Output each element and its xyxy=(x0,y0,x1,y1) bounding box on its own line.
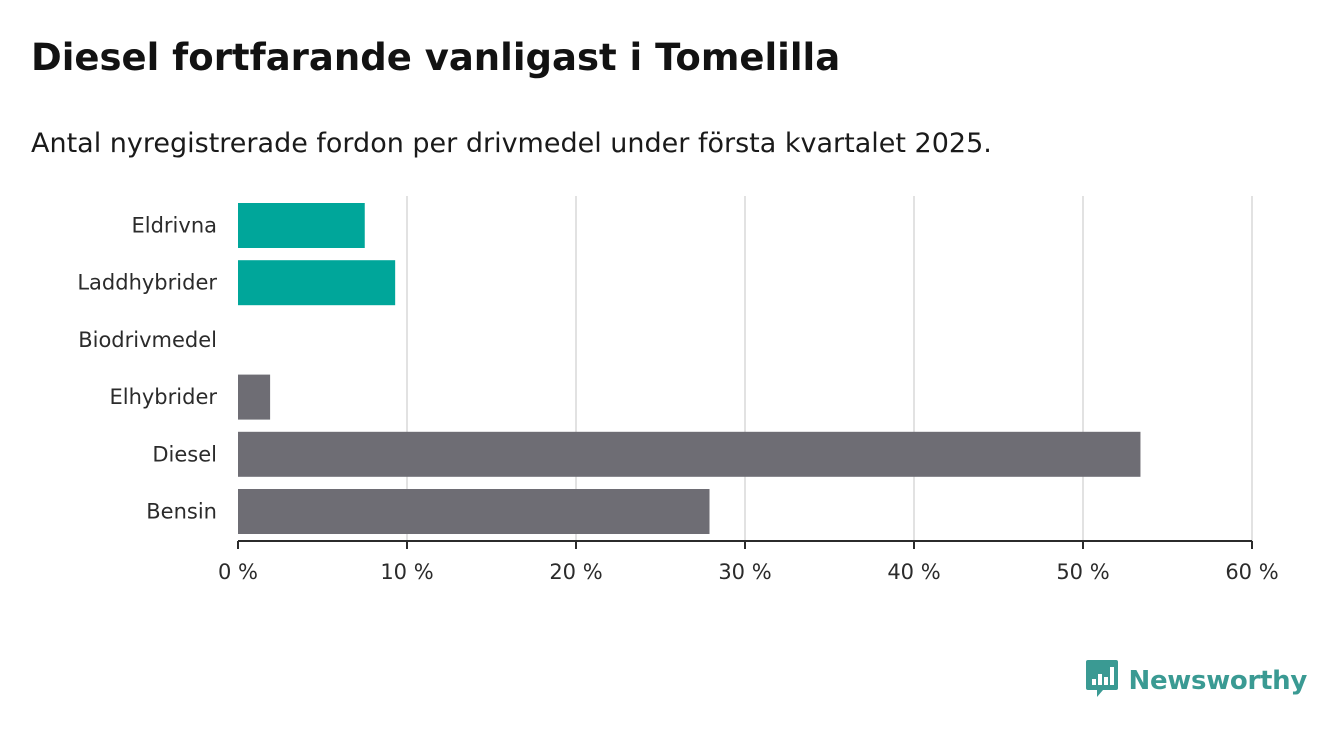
x-axis: 0 % 10 % 20 % 30 % 40 % 50 % 60 % xyxy=(218,540,1279,584)
chart-title: Diesel fortfarande vanligast i Tomelilla xyxy=(31,36,841,79)
bar-laddhybrider xyxy=(238,260,396,306)
category-label: Elhybrider xyxy=(109,385,217,409)
bars xyxy=(238,203,1141,534)
x-tick-label: 30 % xyxy=(718,560,771,584)
bar-bensin xyxy=(238,489,710,534)
category-label: Biodrivmedel xyxy=(78,328,217,352)
category-label: Laddhybrider xyxy=(77,271,217,295)
bar-elhybrider xyxy=(238,374,271,420)
category-labels: Eldrivna Laddhybrider Biodrivmedel Elhybrid… xyxy=(77,214,217,524)
bar-chart: 0 % 10 % 20 % 30 % 40 % 50 % 60 % Eldrivna Ladd… xyxy=(77,196,1279,584)
x-tick-label: 60 % xyxy=(1225,560,1278,584)
x-tick-label: 40 % xyxy=(887,560,940,584)
category-label: Bensin xyxy=(146,500,217,524)
x-tick-label: 20 % xyxy=(549,560,602,584)
bar-diesel xyxy=(238,431,1141,477)
category-label: Eldrivna xyxy=(131,214,217,238)
x-tick-label: 10 % xyxy=(380,560,433,584)
newsworthy-logo-text: Newsworthy xyxy=(1128,666,1308,696)
x-tick-label: 50 % xyxy=(1056,560,1109,584)
chart-subtitle: Antal nyregistrerade fordon per drivmede… xyxy=(31,128,992,159)
gridlines xyxy=(406,196,1253,541)
x-tick-label: 0 % xyxy=(218,560,258,584)
newsworthy-logo: Newsworthy xyxy=(1085,659,1307,703)
category-label: Diesel xyxy=(152,442,217,466)
bar-eldrivna xyxy=(238,203,365,248)
newsworthy-logo-icon xyxy=(1085,659,1119,703)
